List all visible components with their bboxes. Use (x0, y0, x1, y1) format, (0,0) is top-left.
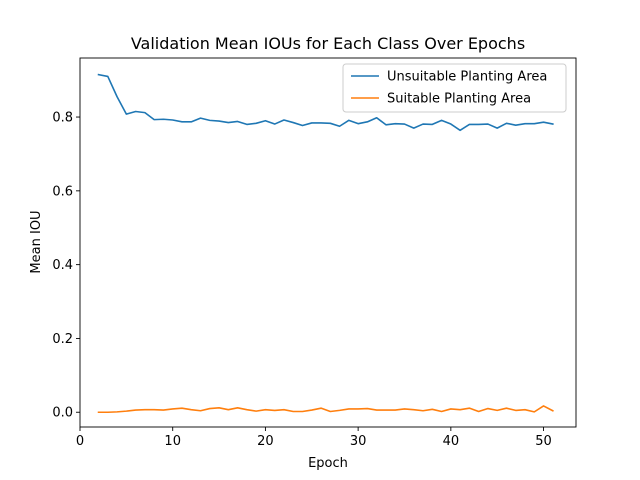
series-line-1 (97, 73, 554, 132)
x-tick-label: 10 (164, 434, 181, 449)
legend: Unsuitable Planting Area Suitable Plantin… (342, 63, 567, 113)
y-tick-label: 0.4 (52, 258, 73, 273)
legend-label-2: Suitable Planting Area (387, 92, 531, 107)
legend-box (342, 63, 567, 113)
y-tick-label: 0.6 (52, 184, 73, 199)
y-axis-label: Mean IOU (29, 210, 44, 273)
x-tick-label: 40 (443, 434, 460, 449)
x-tick-label: 20 (257, 434, 274, 449)
plot-area: 0 10 20 30 40 50 0.0 0.2 0.4 0.6 0.8 (52, 57, 577, 449)
y-tick-label: 0.8 (52, 111, 73, 126)
series-line-2 (97, 405, 554, 414)
x-tick-label: 30 (350, 434, 367, 449)
legend-label-1: Unsuitable Planting Area (387, 70, 547, 85)
y-tick-label: 0.2 (52, 332, 73, 347)
x-tick-label: 50 (535, 434, 552, 449)
chart-title: Validation Mean IOUs for Each Class Over… (131, 34, 525, 53)
x-axis-label: Epoch (308, 456, 348, 471)
axes-frame (79, 57, 577, 428)
y-tick-label: 0.0 (52, 406, 73, 421)
x-tick-label: 0 (76, 434, 84, 449)
